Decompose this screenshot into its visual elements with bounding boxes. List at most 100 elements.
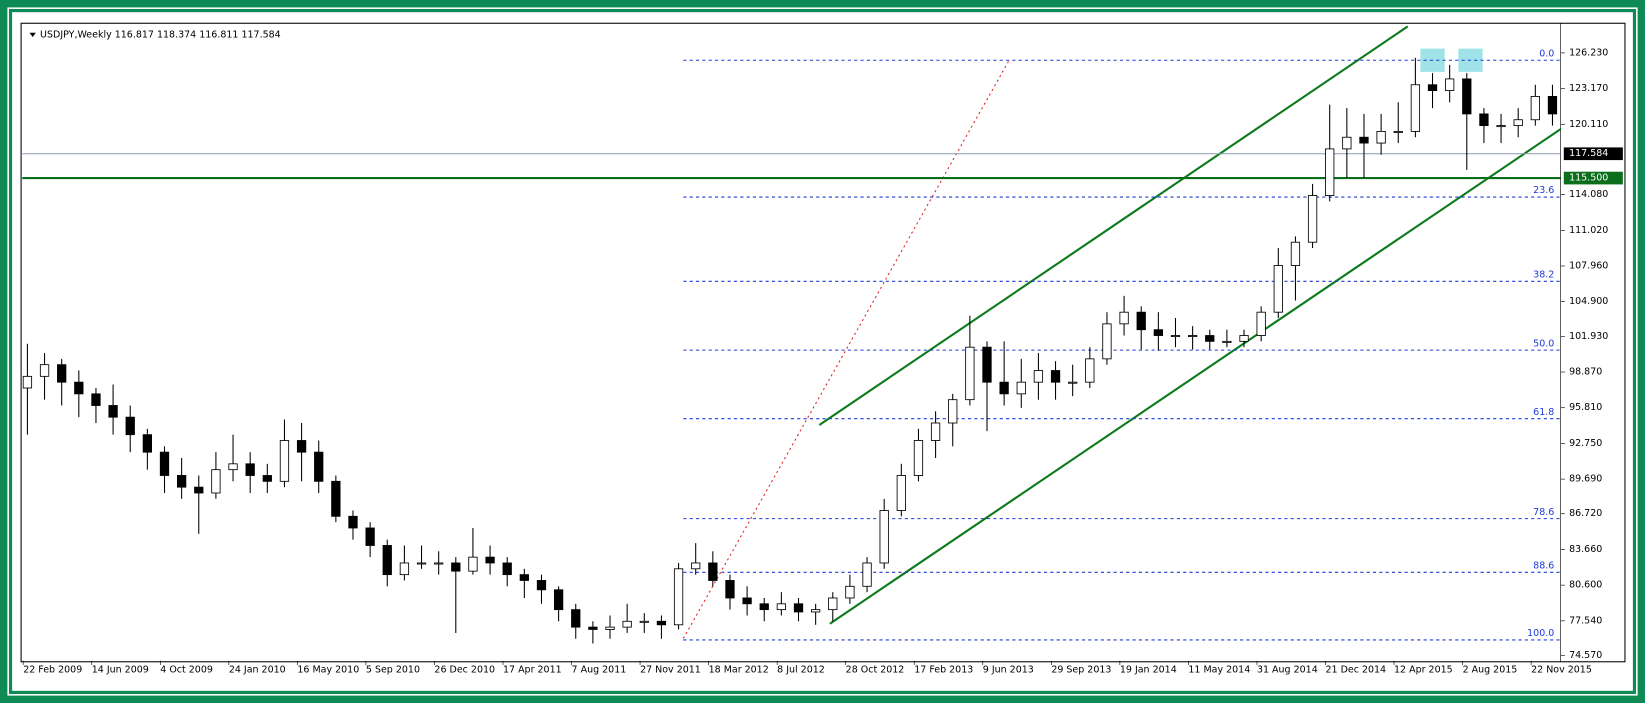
candle-body (639, 620, 649, 623)
candle-body (571, 609, 581, 628)
candle-body (485, 556, 495, 564)
x-tick-label: 26 Dec 2010 (434, 665, 495, 676)
fib-label: 78.6 (1533, 507, 1554, 518)
fib-label: 23.6 (1533, 185, 1554, 196)
support-label: 115.500 (1569, 173, 1608, 184)
candle-body (1273, 265, 1283, 313)
candle-body (451, 562, 461, 572)
y-tick-label: 89.690 (1569, 474, 1602, 485)
candle-body (725, 580, 735, 599)
x-tick-label: 16 May 2010 (297, 665, 359, 676)
candle-body (828, 597, 838, 611)
x-tick-label: 9 Jun 2013 (983, 665, 1034, 676)
current-price-box (1563, 147, 1623, 161)
x-tick-label: 24 Jan 2010 (229, 665, 286, 676)
candle-body (742, 597, 752, 605)
x-tick-label: 14 Jun 2009 (92, 665, 149, 676)
candle-body (228, 463, 238, 471)
x-tick-label: 7 Aug 2011 (572, 665, 627, 676)
x-tick-label: 19 Jan 2014 (1120, 665, 1177, 676)
candle-body (673, 568, 684, 626)
candle-body (776, 603, 787, 611)
menu-arrow (29, 32, 36, 37)
y-tick-label: 123.170 (1569, 83, 1608, 94)
candle-body (1016, 381, 1026, 395)
candle-body (759, 603, 769, 611)
candle-body (194, 486, 204, 494)
candle-body (382, 545, 392, 576)
fib-label: 38.2 (1533, 269, 1554, 280)
candle-body (125, 416, 135, 436)
frame-line (8, 8, 1637, 695)
candle-body (108, 405, 118, 418)
candle-body (1462, 78, 1472, 115)
candle-body (1205, 335, 1215, 342)
candle-body (468, 556, 478, 572)
candle-body (211, 469, 221, 494)
support-box (1563, 171, 1623, 185)
y-tick-label: 101.930 (1569, 331, 1608, 342)
x-tick-label: 21 Dec 2014 (1325, 665, 1386, 676)
candle-body (553, 589, 564, 611)
candle-body (519, 574, 529, 581)
candle-body (691, 562, 701, 570)
y-tick-label: 86.720 (1569, 508, 1602, 519)
candle-body (159, 451, 170, 476)
candle-body (536, 580, 547, 591)
candle-body (416, 562, 427, 565)
candle-body (1222, 340, 1232, 343)
fib-label: 88.6 (1533, 560, 1554, 571)
candle-body (896, 475, 906, 511)
candle-body (708, 562, 718, 581)
x-tick-label: 17 Apr 2011 (503, 665, 562, 676)
y-tick-label: 95.810 (1569, 402, 1602, 413)
candle-body (74, 381, 84, 395)
candle-body (965, 346, 975, 401)
y-tick-label: 126.230 (1569, 47, 1608, 58)
candle-body (948, 399, 958, 424)
candle-body (605, 626, 615, 630)
channel-upper (818, 25, 1409, 426)
candle-body (279, 440, 290, 482)
candle-body (1479, 113, 1489, 126)
candle-body (296, 440, 307, 453)
candle-body (811, 609, 821, 613)
candle-body (656, 620, 667, 626)
candle-body (91, 393, 101, 406)
y-tick-label: 74.570 (1569, 650, 1602, 661)
x-tick-label: 2 Aug 2015 (1463, 665, 1518, 676)
candle-body (142, 434, 153, 453)
candle-body (1376, 130, 1386, 144)
candle-body (845, 585, 855, 599)
candle-body (1153, 329, 1163, 336)
candle-body (930, 422, 941, 441)
candle-body (314, 451, 324, 482)
y-tick-label: 83.660 (1569, 544, 1602, 555)
candle-body (793, 603, 804, 613)
candle-body (1547, 95, 1558, 115)
candle-body (262, 475, 272, 482)
y-tick-label: 92.750 (1569, 438, 1602, 449)
candle-body (999, 381, 1009, 395)
candle-body (331, 480, 341, 517)
candle-body (1050, 370, 1061, 383)
candle-body (348, 515, 358, 529)
candle-body (1513, 119, 1523, 126)
candle-body (1445, 78, 1455, 92)
y-tick-label: 107.960 (1569, 260, 1608, 271)
candle-body (622, 620, 632, 628)
candle-body (588, 626, 598, 630)
candle-body (176, 475, 187, 488)
candle-body (1239, 335, 1249, 342)
y-tick-label: 114.080 (1569, 189, 1608, 200)
candle-body (1170, 335, 1181, 338)
x-tick-label: 4 Oct 2009 (160, 665, 213, 676)
candle-body (1290, 241, 1301, 266)
candle-body (1393, 130, 1403, 133)
fib-label: 100.0 (1527, 628, 1554, 639)
x-tick-label: 29 Sep 2013 (1051, 665, 1111, 676)
candle-body (1085, 358, 1095, 383)
x-tick-label: 17 Feb 2013 (914, 665, 973, 676)
